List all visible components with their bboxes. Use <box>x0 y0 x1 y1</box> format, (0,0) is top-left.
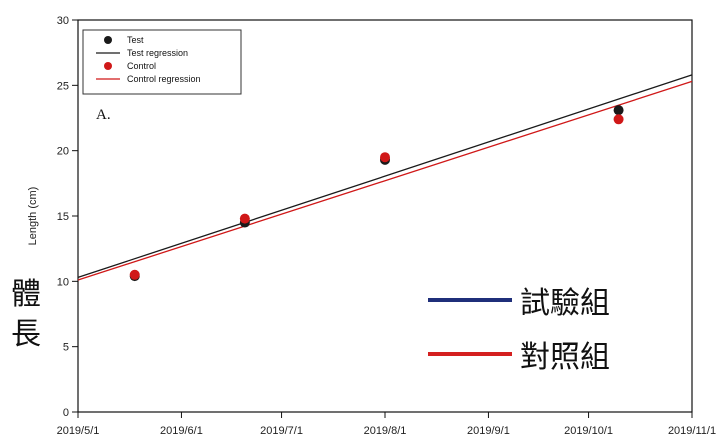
y-tick-label: 5 <box>63 342 69 354</box>
y-tick-label: 20 <box>57 146 69 158</box>
data-point <box>239 213 250 224</box>
legend-marker-control <box>104 62 112 70</box>
y-tick-label: 25 <box>57 80 69 92</box>
overlay-legend-label-control: 對照組 <box>520 340 610 375</box>
panel-label: A. <box>96 107 111 123</box>
x-tick-label: 2019/5/1 <box>57 425 100 437</box>
y-tick-label: 15 <box>57 211 69 223</box>
x-axis: 2019/5/1 2019/6/1 2019/7/1 2019/8/1 2019/9/1… <box>57 412 716 437</box>
data-point <box>613 114 624 125</box>
legend-marker-test <box>104 36 112 44</box>
regression-line <box>77 80 693 281</box>
side-label-char-2: 長 <box>11 317 41 352</box>
x-tick-label: 2019/7/1 <box>260 425 303 437</box>
y-tick-label: 0 <box>63 407 69 419</box>
x-tick-label: 2019/11/1 <box>668 425 716 437</box>
y-tick-label: 30 <box>57 15 69 27</box>
x-tick-label: 2019/10/1 <box>564 425 613 437</box>
data-point <box>613 105 624 116</box>
legend-label-test-regression: Test regression <box>127 48 188 58</box>
overlay-legend: 試驗組 對照組 <box>428 286 610 375</box>
x-tick-label: 2019/9/1 <box>467 425 510 437</box>
series-layer <box>77 74 693 282</box>
legend-label-test: Test <box>127 35 144 45</box>
legend-label-control-regression: Control regression <box>127 74 201 84</box>
x-tick-label: 2019/8/1 <box>364 425 407 437</box>
x-tick-label: 2019/6/1 <box>160 425 203 437</box>
data-point <box>380 152 390 163</box>
y-axis: 0 5 10 15 20 25 30 <box>57 15 78 419</box>
overlay-legend-label-test: 試驗組 <box>520 286 610 321</box>
chart-legend: Test Test regression Control Control reg… <box>82 29 242 95</box>
side-label-char-1: 體 <box>11 277 41 312</box>
data-point <box>129 269 140 280</box>
regression-line <box>77 74 693 279</box>
y-tick-label: 10 <box>57 276 69 288</box>
legend-label-control: Control <box>127 61 156 71</box>
y-axis-title: Length (cm) <box>27 187 39 246</box>
